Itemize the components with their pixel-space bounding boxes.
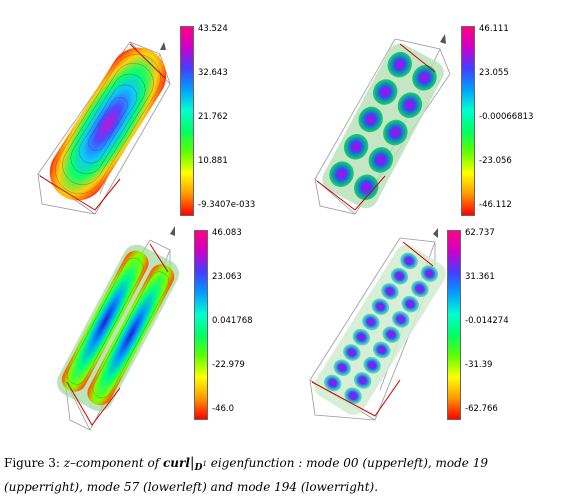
panel-mode-19: 46.111 23.055 -0.00066813 -23.056 -46.11… <box>285 14 570 229</box>
colorbar-tick: 32.643 <box>198 68 228 78</box>
caption-subscript: D <box>194 463 203 474</box>
colorbar-tick: 10.881 <box>198 156 228 166</box>
colorbar-tick: 23.063 <box>212 272 242 282</box>
eigenfunction-render-mode-194 <box>309 228 446 421</box>
eigenfunction-render-mode-57 <box>57 226 179 431</box>
colorbar-tick: -23.056 <box>479 156 512 166</box>
colorbar-tick: 46.083 <box>212 228 242 238</box>
figure-label: Figure 3: <box>4 456 60 470</box>
colorbar-tick: -22.979 <box>212 360 245 370</box>
figure-caption: Figure 3: z–component of curl|D1 eigenfu… <box>4 455 488 495</box>
caption-superscript: 1 <box>202 460 207 469</box>
colorbar-tick: -9.3407e-033 <box>198 200 256 210</box>
colorbar-tick: 23.055 <box>479 68 509 78</box>
colorbar-tick: -31.39 <box>465 360 493 370</box>
colorbar-tick: -46.0 <box>212 404 234 414</box>
caption-text-after: eigenfunction : mode 00 (upperleft), mod… <box>4 456 488 495</box>
eigenfunction-render-mode-00 <box>37 41 171 215</box>
colorbar-mode-57 <box>194 230 208 420</box>
colorbar-tick: 46.111 <box>479 24 509 34</box>
colorbar-tick: 21.762 <box>198 112 228 122</box>
colorbar-tick: 62.737 <box>465 228 495 238</box>
eigenfunction-render-mode-19 <box>314 34 451 215</box>
caption-text-before: z–component of <box>63 456 160 470</box>
colorbar-tick: -0.014274 <box>465 316 509 326</box>
colorbar-tick: 0.041768 <box>212 316 253 326</box>
panel-mode-194: 62.737 31.361 -0.014274 -31.39 -62.766 <box>285 220 570 435</box>
colorbar-tick: -46.112 <box>479 200 512 210</box>
colorbar-tick: 43.524 <box>198 24 228 34</box>
colorbar-mode-00 <box>180 26 194 216</box>
colorbar-mode-19 <box>461 26 475 216</box>
colorbar-tick: -62.766 <box>465 404 498 414</box>
colorbar-mode-194 <box>447 230 461 420</box>
colorbar-tick: -0.00066813 <box>479 112 534 122</box>
panel-mode-57: 46.083 23.063 0.041768 -22.979 -46.0 <box>0 220 285 435</box>
caption-bold-term: curl <box>162 456 190 470</box>
colorbar-tick: 31.361 <box>465 272 495 282</box>
panel-mode-00: 43.524 32.643 21.762 10.881 -9.3407e-033 <box>0 14 285 229</box>
